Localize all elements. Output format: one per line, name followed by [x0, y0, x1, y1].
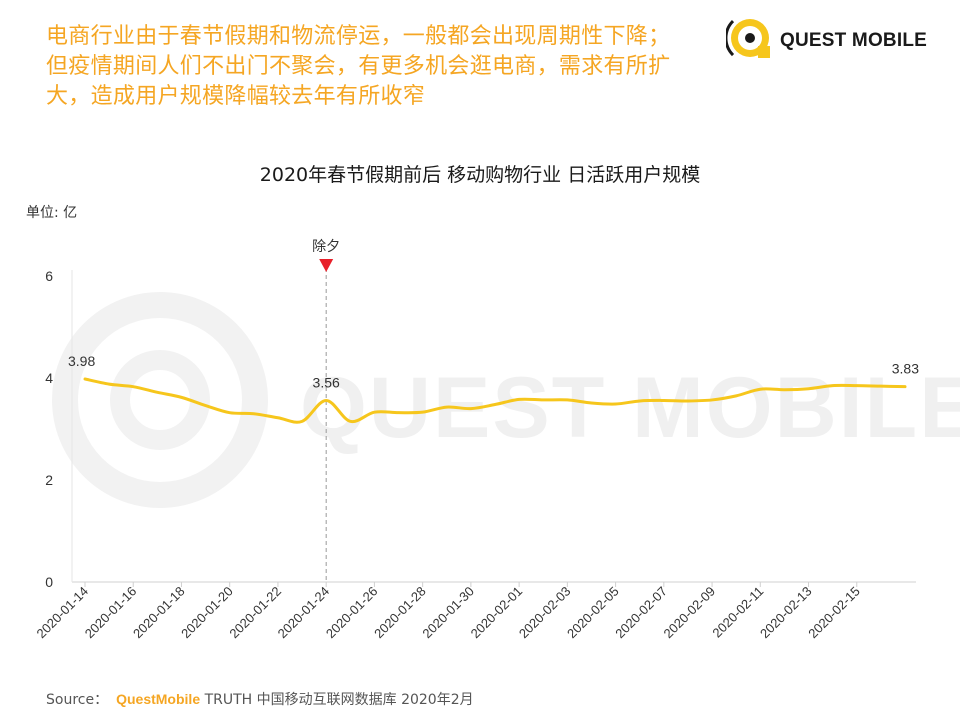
chart-title: 2020年春节假期前后 移动购物行业 日活跃用户规模 [259, 164, 701, 186]
dau-series-line [83, 377, 907, 424]
headline-line-1: 电商行业由于春节假期和物流停运，一般都会出现周期性下降； [46, 24, 671, 49]
x-tick-label: 2020-02-15 [805, 584, 863, 642]
data-label: 3.98 [68, 353, 95, 369]
source-brand: QuestMobile [116, 691, 201, 707]
data-label: 3.56 [313, 374, 340, 390]
watermark-ring-inner [110, 350, 210, 450]
questmobile-logo: QUEST MOBILE [726, 14, 928, 66]
x-tick-label: 2020-02-09 [661, 584, 719, 642]
y-tick-label: 6 [45, 268, 53, 284]
watermark-text: QUEST MOBILE [300, 360, 960, 456]
y-tick-label: 4 [45, 370, 53, 386]
y-axis-unit-label: 单位: 亿 [26, 205, 78, 221]
chart-data-labels: 3.98 3.56 3.83 [68, 353, 919, 390]
y-tick-label: 0 [45, 574, 53, 590]
source-text: TRUTH 中国移动互联网数据库 2020年2月 [204, 692, 474, 708]
lunar-new-year-eve-label: 除夕 [312, 239, 340, 255]
source-label: Source： [46, 692, 109, 708]
chart-annotations: 除夕 [312, 239, 340, 582]
watermark-ring [52, 292, 268, 508]
lunar-new-year-eve-marker [319, 259, 334, 272]
chart-series [83, 377, 907, 424]
headline: 电商行业由于春节假期和物流停运，一般都会出现周期性下降； 但疫情期间人们不出门不… [46, 22, 726, 112]
questmobile-logo-icon [726, 19, 770, 58]
watermark: QUEST MOBILE [52, 292, 960, 508]
headline-line-2: 但疫情期间人们不出门不聚会，有更多机会逛电商，需求有所扩 [46, 54, 671, 79]
y-tick-label: 2 [45, 472, 53, 488]
data-label: 3.83 [892, 361, 919, 377]
logo-text: QUEST MOBILE [780, 30, 928, 51]
source-footer: Source： QuestMobile TRUTH 中国移动互联网数据库 2020… [46, 689, 474, 709]
headline-line-3: 大，造成用户规模降幅较去年有所收窄 [46, 84, 426, 109]
